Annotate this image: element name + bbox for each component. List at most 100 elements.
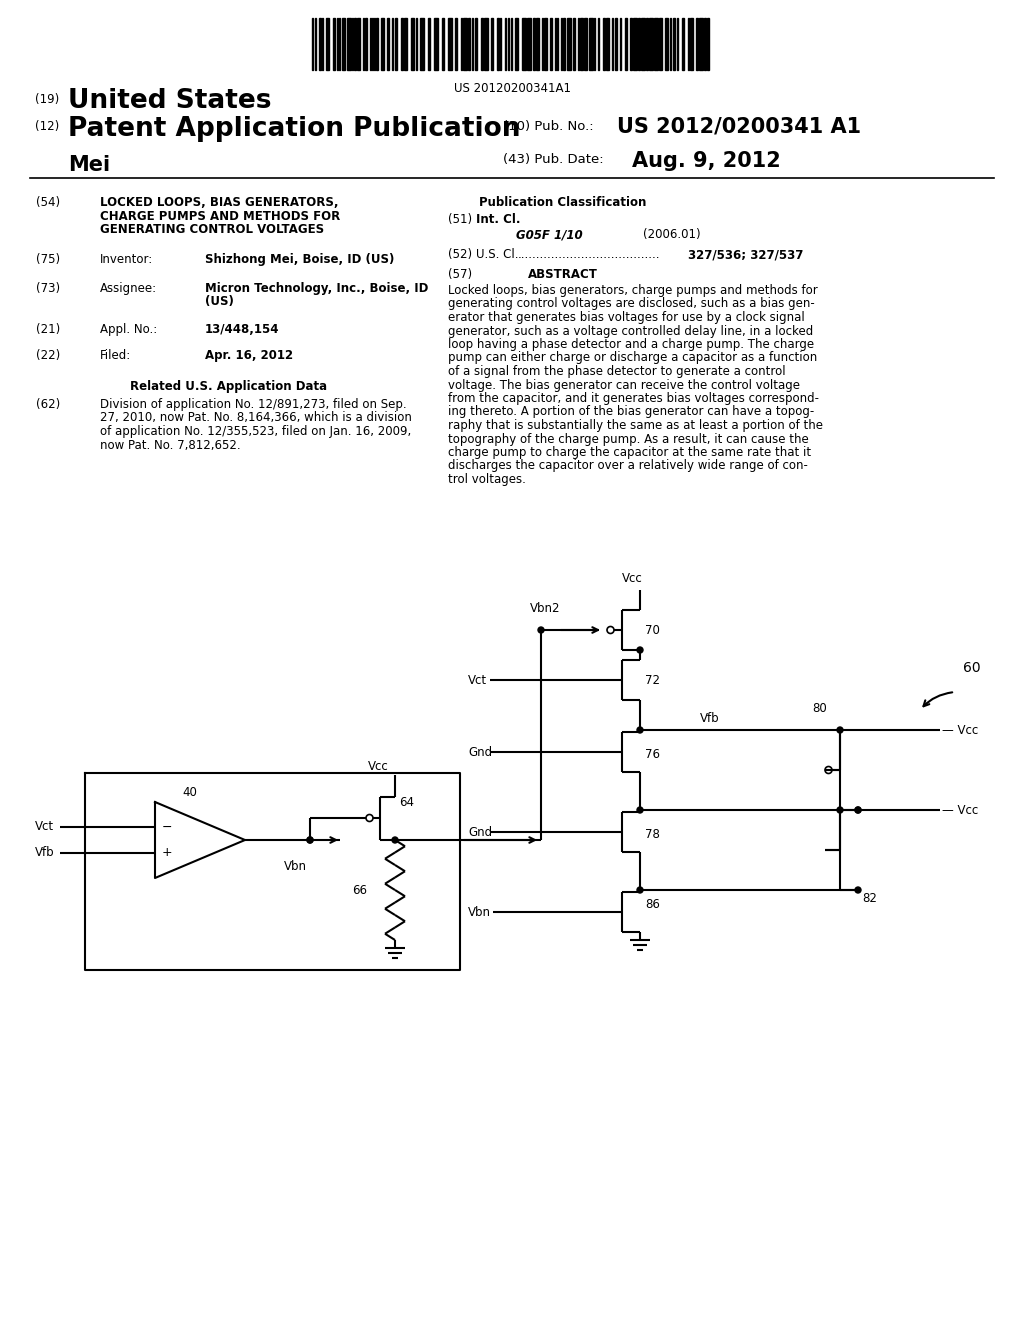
Text: 72: 72 [645, 673, 660, 686]
Bar [484, 18, 488, 70]
Text: voltage. The bias generator can receive the control voltage: voltage. The bias generator can receive … [449, 379, 800, 392]
Text: (19): (19) [35, 92, 59, 106]
Bar [347, 18, 351, 70]
Circle shape [637, 807, 643, 813]
Text: Vfb: Vfb [35, 846, 54, 859]
Bar [428, 18, 430, 70]
Text: +: + [162, 846, 173, 859]
Bar [354, 18, 356, 70]
Text: Inventor:: Inventor: [100, 253, 154, 267]
Text: (57): (57) [449, 268, 472, 281]
Bar [475, 18, 477, 70]
Text: Vbn: Vbn [468, 906, 490, 919]
Text: — Vcc: — Vcc [942, 804, 978, 817]
Text: (22): (22) [36, 348, 60, 362]
Bar [673, 18, 675, 70]
Bar [490, 18, 493, 70]
Bar [690, 18, 693, 70]
Text: Int. Cl.: Int. Cl. [476, 213, 520, 226]
Text: 40: 40 [182, 785, 198, 799]
Text: now Pat. No. 7,812,652.: now Pat. No. 7,812,652. [100, 438, 241, 451]
Bar [646, 18, 648, 70]
Text: (75): (75) [36, 253, 60, 267]
Bar [615, 18, 617, 70]
Text: Locked loops, bias generators, charge pumps and methods for: Locked loops, bias generators, charge pu… [449, 284, 818, 297]
Text: Shizhong Mei, Boise, ID (US): Shizhong Mei, Boise, ID (US) [205, 253, 394, 267]
Text: — Vcc: — Vcc [942, 723, 978, 737]
Bar [376, 18, 378, 70]
Text: (21): (21) [36, 323, 60, 337]
Text: (62): (62) [36, 399, 60, 411]
Text: loop having a phase detector and a charge pump. The charge: loop having a phase detector and a charg… [449, 338, 814, 351]
Bar [387, 18, 389, 70]
Text: US 2012/0200341 A1: US 2012/0200341 A1 [617, 116, 861, 136]
Text: U.S. Cl.: U.S. Cl. [476, 248, 518, 261]
Text: Vct: Vct [35, 821, 54, 833]
Text: (2006.01): (2006.01) [643, 228, 700, 242]
Text: Appl. No.:: Appl. No.: [100, 323, 158, 337]
Text: Vbn2: Vbn2 [530, 602, 560, 615]
Bar [527, 18, 531, 70]
Bar [319, 18, 321, 70]
Text: (43) Pub. Date:: (43) Pub. Date: [503, 153, 603, 166]
Text: pump can either charge or discharge a capacitor as a function: pump can either charge or discharge a ca… [449, 351, 817, 364]
Text: LOCKED LOOPS, BIAS GENERATORS,: LOCKED LOOPS, BIAS GENERATORS, [100, 195, 339, 209]
Bar [326, 18, 329, 70]
Bar [468, 18, 470, 70]
Bar [544, 18, 547, 70]
Circle shape [307, 837, 313, 843]
Text: discharges the capacitor over a relatively wide range of con-: discharges the capacitor over a relative… [449, 459, 808, 473]
Text: Apr. 16, 2012: Apr. 16, 2012 [205, 348, 293, 362]
Text: Vcc: Vcc [368, 760, 389, 774]
Circle shape [855, 807, 861, 813]
Bar [449, 18, 452, 70]
Bar [654, 18, 658, 70]
Bar [580, 18, 583, 70]
Text: 27, 2010, now Pat. No. 8,164,366, which is a division: 27, 2010, now Pat. No. 8,164,366, which … [100, 412, 412, 425]
Bar [536, 18, 539, 70]
Bar [584, 18, 587, 70]
Text: 80: 80 [813, 702, 827, 715]
Text: Gnd: Gnd [468, 746, 493, 759]
Text: 13/448,154: 13/448,154 [205, 323, 280, 337]
Circle shape [307, 837, 313, 843]
Text: (12): (12) [35, 120, 59, 133]
Text: ......................................: ...................................... [518, 248, 660, 261]
Text: generating control voltages are disclosed, such as a bias gen-: generating control voltages are disclose… [449, 297, 815, 310]
Bar [404, 18, 407, 70]
Circle shape [392, 837, 398, 843]
Circle shape [637, 887, 643, 894]
Text: Aug. 9, 2012: Aug. 9, 2012 [632, 150, 780, 172]
Bar [442, 18, 444, 70]
Text: 64: 64 [399, 796, 414, 808]
Text: charge pump to charge the capacitor at the same rate that it: charge pump to charge the capacitor at t… [449, 446, 811, 459]
Text: topography of the charge pump. As a result, it can cause the: topography of the charge pump. As a resu… [449, 433, 809, 446]
Text: (51): (51) [449, 213, 472, 226]
Text: United States: United States [68, 88, 271, 114]
Bar [381, 18, 384, 70]
Bar [606, 18, 609, 70]
Text: Division of application No. 12/891,273, filed on Sep.: Division of application No. 12/891,273, … [100, 399, 407, 411]
Text: raphy that is substantially the same as at least a portion of the: raphy that is substantially the same as … [449, 418, 823, 432]
Text: 66: 66 [352, 883, 367, 896]
Text: of a signal from the phase detector to generate a control: of a signal from the phase detector to g… [449, 366, 785, 378]
Text: 86: 86 [645, 898, 659, 911]
Text: (10) Pub. No.:: (10) Pub. No.: [503, 120, 594, 133]
Text: Assignee:: Assignee: [100, 282, 157, 294]
Text: ABSTRACT: ABSTRACT [528, 268, 598, 281]
Text: 76: 76 [645, 748, 660, 762]
Bar [649, 18, 653, 70]
Bar [696, 18, 698, 70]
Bar [589, 18, 593, 70]
Bar [705, 18, 706, 70]
Circle shape [837, 727, 843, 733]
Bar [455, 18, 457, 70]
Text: Gnd: Gnd [468, 825, 493, 838]
Bar [563, 18, 565, 70]
Bar [401, 18, 403, 70]
Bar [497, 18, 499, 70]
Bar [699, 18, 703, 70]
Text: Micron Technology, Inc., Boise, ID: Micron Technology, Inc., Boise, ID [205, 282, 428, 294]
Text: GENERATING CONTROL VOLTAGES: GENERATING CONTROL VOLTAGES [100, 223, 325, 236]
Text: G05F 1/10: G05F 1/10 [516, 228, 583, 242]
